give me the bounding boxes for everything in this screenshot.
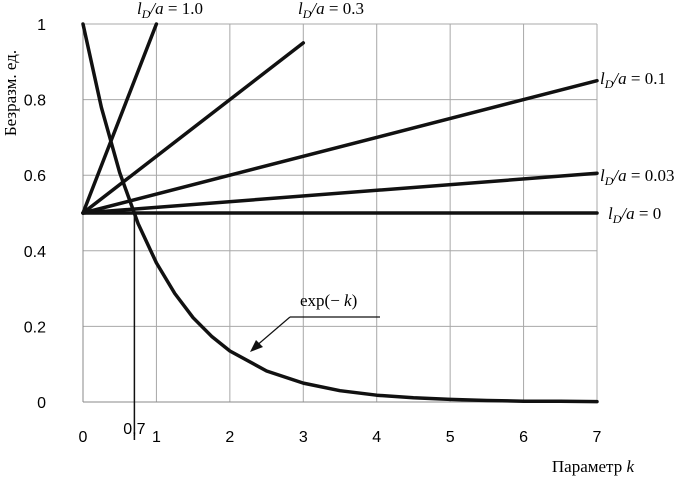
y-tick-label: 0.8 — [24, 93, 46, 110]
series-line — [81, 22, 159, 215]
x-axis-label: Параметр k — [552, 457, 635, 476]
x-tick-label: 3 — [299, 429, 308, 446]
marker-label: 0,7 — [123, 421, 145, 438]
y-tick-label: 0 — [37, 395, 46, 412]
exp-arrow-head — [250, 340, 263, 352]
series-label-l: l — [608, 204, 613, 223]
series-label-a: /a — [612, 69, 626, 88]
exp-label: exp(− k) — [300, 291, 357, 310]
x-tick-label: 0 — [79, 429, 88, 446]
x-tick-label: 5 — [446, 429, 455, 446]
series-label: lD/a = 0.3 — [298, 0, 364, 21]
series-label-a: /a — [620, 204, 634, 223]
series-label: lD/a = 0 — [608, 204, 661, 226]
series-label-value: = 0 — [635, 204, 662, 223]
x-axis-label-text: Параметр — [552, 457, 627, 476]
x-tick-label: 4 — [372, 429, 381, 446]
y-tick-label: 0.4 — [24, 244, 46, 261]
series-label-l: l — [137, 0, 142, 18]
series-label-value: = 0.03 — [627, 166, 675, 185]
series-label: lD/a = 0.1 — [600, 69, 666, 91]
series-label-sub: D — [604, 77, 614, 91]
y-tick-label: 0.2 — [24, 319, 46, 336]
series-label-l: l — [298, 0, 303, 18]
series-label: lD/a = 0.03 — [600, 166, 674, 188]
series-label-sub: D — [612, 212, 622, 226]
y-tick-label: 1 — [37, 17, 46, 34]
series-label-a: /a — [612, 166, 626, 185]
series-line — [81, 78, 599, 215]
series-label-value: = 0.3 — [325, 0, 364, 18]
series-line — [81, 171, 599, 215]
series-label: lD/a = 1.0 — [137, 0, 203, 21]
x-tick-label: 2 — [225, 429, 234, 446]
series-line — [81, 22, 599, 404]
y-tick-label: 0.6 — [24, 168, 46, 185]
series-label-a: /a — [310, 0, 324, 18]
series-label-l: l — [600, 69, 605, 88]
exp-label-var: k — [344, 291, 352, 310]
series-label-sub: D — [604, 174, 614, 188]
x-tick-label: 6 — [519, 429, 528, 446]
series-label-sub: D — [302, 7, 312, 21]
exp-label-prefix: exp(− — [300, 291, 344, 310]
series-label-value: = 1.0 — [164, 0, 203, 18]
series-label-value: = 0.1 — [627, 69, 666, 88]
series-label-l: l — [600, 166, 605, 185]
x-tick-label: 7 — [593, 429, 602, 446]
x-tick-label: 1 — [152, 429, 161, 446]
exp-label-suffix: ) — [352, 291, 358, 310]
series-label-sub: D — [141, 7, 151, 21]
y-axis-label: Безразм. ед. — [1, 50, 20, 136]
x-axis-label-var: k — [626, 457, 634, 476]
exp-arrow-line — [254, 316, 291, 348]
series-line — [81, 41, 306, 215]
series-label-a: /a — [149, 0, 163, 18]
series — [81, 22, 599, 440]
